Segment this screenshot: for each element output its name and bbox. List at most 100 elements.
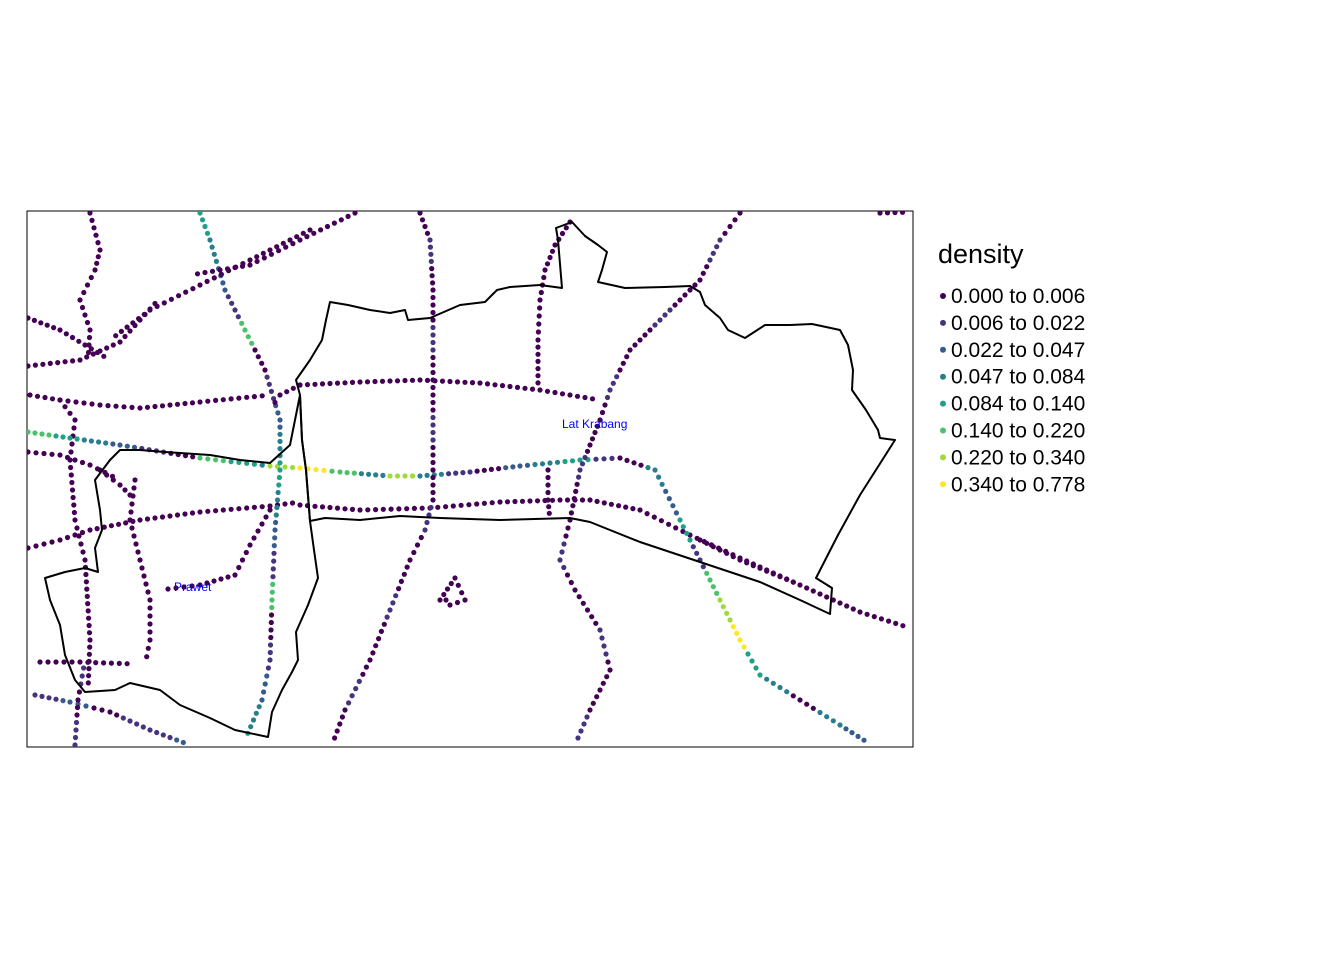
density-point (197, 399, 203, 405)
density-point (892, 211, 898, 216)
density-point (417, 211, 423, 216)
density-point (251, 461, 257, 467)
density-point (417, 473, 423, 479)
density-point (753, 665, 759, 671)
density-point (211, 275, 217, 281)
density-point (275, 410, 281, 416)
density-point (411, 505, 417, 511)
density-point (422, 527, 428, 533)
density-point (666, 496, 672, 502)
density-point (589, 614, 595, 620)
density-point (202, 223, 208, 230)
density-point (72, 532, 78, 538)
density-point (624, 354, 630, 360)
density-point (27, 392, 33, 398)
density-point (353, 686, 359, 692)
density-point (167, 734, 173, 741)
density-point (424, 472, 430, 478)
density-point (218, 576, 224, 582)
density-point (724, 550, 730, 556)
density-point (432, 378, 438, 384)
density-point (80, 549, 86, 555)
density-point (137, 517, 143, 523)
density-point (101, 660, 107, 666)
density-point (577, 467, 583, 473)
density-point (430, 467, 436, 473)
density-point (122, 333, 128, 340)
density-point (704, 264, 710, 270)
density-point (253, 710, 259, 716)
density-point (704, 540, 710, 546)
density-point (228, 506, 234, 512)
density-point (213, 258, 219, 264)
density-point (255, 354, 261, 360)
density-point (321, 467, 327, 473)
density-point (682, 292, 688, 298)
density-point (141, 311, 147, 317)
density-point (312, 503, 318, 509)
density-point (409, 473, 416, 479)
density-point (899, 211, 906, 215)
density-point (297, 502, 303, 508)
density-point (544, 261, 551, 267)
density-point (267, 649, 273, 656)
density-point (34, 393, 41, 399)
density-point (84, 586, 90, 592)
density-point (236, 564, 242, 571)
density-point (84, 319, 91, 326)
density-point (707, 257, 713, 263)
density-point (367, 657, 373, 663)
density-point (84, 593, 90, 600)
density-point (65, 398, 71, 404)
density-point (267, 642, 274, 648)
density-point (545, 489, 551, 496)
density-point (86, 666, 92, 672)
density-point (569, 458, 576, 464)
density-point (587, 497, 593, 503)
density-point (450, 503, 456, 509)
density-point (510, 464, 516, 470)
density-point (402, 473, 408, 479)
density-point (467, 469, 473, 475)
density-point (568, 510, 575, 516)
density-point (363, 664, 369, 670)
density-point (373, 472, 379, 478)
density-point (499, 383, 506, 389)
density-point (174, 401, 181, 407)
density-point (549, 248, 556, 254)
density-point (544, 388, 551, 394)
density-point (651, 514, 657, 520)
density-point (797, 697, 803, 703)
density-point (430, 444, 436, 451)
density-point (145, 589, 151, 595)
density-point (587, 707, 593, 713)
density-point (597, 627, 603, 633)
density-point (108, 523, 114, 529)
density-point (251, 504, 257, 510)
density-point (272, 535, 278, 541)
density-point (568, 579, 574, 586)
density-point (594, 423, 601, 429)
density-point (541, 274, 547, 281)
density-point (424, 377, 431, 383)
density-point (770, 680, 776, 686)
density-point (532, 461, 538, 468)
density-point (61, 659, 67, 665)
density-point (92, 267, 98, 273)
density-point (247, 257, 253, 263)
density-point (687, 537, 693, 543)
density-point (60, 698, 66, 704)
density-point (572, 587, 578, 593)
density-point (690, 544, 696, 550)
density-point (390, 600, 396, 606)
density-point (424, 519, 430, 526)
density-point (387, 378, 393, 384)
density-point (27, 363, 31, 369)
density-point (697, 277, 703, 283)
density-point (130, 320, 136, 326)
density-point (396, 586, 402, 592)
density-point (261, 255, 267, 261)
density-point (677, 517, 683, 523)
density-point (673, 510, 680, 516)
